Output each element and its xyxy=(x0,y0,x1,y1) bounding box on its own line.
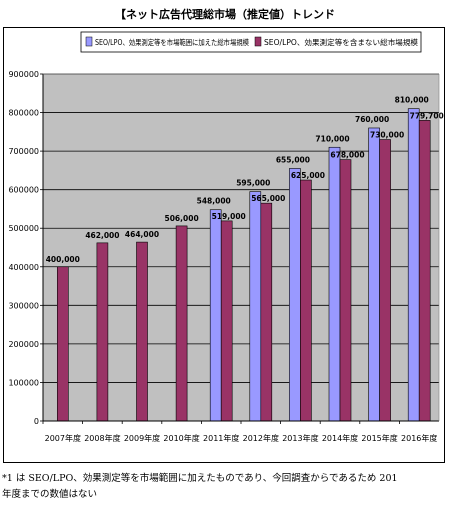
data-label: 462,000 xyxy=(85,231,119,240)
axes xyxy=(42,73,440,424)
bar-with-seo xyxy=(289,168,301,422)
bar-without-seo xyxy=(379,139,391,422)
bar-labels: 400,000 462,000 464,000 506,000 548,000 519,0… xyxy=(46,96,444,264)
x-tick-label: 2010年度 xyxy=(163,433,199,443)
data-label: 548,000 xyxy=(197,197,231,206)
bar-without-seo xyxy=(418,120,431,422)
x-tick-label: 2015年度 xyxy=(361,433,397,443)
bar-without-seo xyxy=(175,225,188,422)
bar-with-seo xyxy=(407,108,420,422)
chart-frame: 400,000 462,000 464,000 506,000 548,000 519,0… xyxy=(3,27,445,463)
data-label: 595,000 xyxy=(236,179,270,188)
data-label: 400,000 xyxy=(46,255,80,264)
chart-title: 【ネット広告代理総市場（推定値）トレンド xyxy=(115,8,335,21)
data-label: 779,700 xyxy=(410,111,444,120)
bar-with-seo xyxy=(368,127,380,422)
bar-with-seo xyxy=(328,146,341,422)
data-label: 519,000 xyxy=(212,212,246,221)
x-tick-label: 2014年度 xyxy=(322,433,358,443)
data-label: 710,000 xyxy=(315,134,349,143)
y-tick-label: 200000 xyxy=(8,340,39,349)
bar-without-seo xyxy=(136,241,148,422)
legend-swatch xyxy=(85,36,93,47)
data-label: 506,000 xyxy=(165,214,199,223)
footnote: *1 は SEO/LPO、効果測定等を市場範囲に加えたものであり、今回調査からで… xyxy=(2,471,448,503)
bar-chart: 400,000 462,000 464,000 506,000 548,000 519,0… xyxy=(8,31,444,443)
data-label: 810,000 xyxy=(395,96,429,105)
bar-without-seo xyxy=(56,266,69,422)
bar-without-seo xyxy=(339,159,352,422)
y-tick-label: 100000 xyxy=(8,378,39,387)
data-label: 625,000 xyxy=(291,171,325,180)
x-tick-label: 2012年度 xyxy=(243,433,279,443)
bars xyxy=(56,108,431,422)
data-label: 760,000 xyxy=(355,115,389,124)
x-tick-label: 2009年度 xyxy=(124,433,160,443)
footnote-line-1: *1 は SEO/LPO、効果測定等を市場範囲に加えたものであり、今回調査からで… xyxy=(2,473,398,484)
legend-swatch xyxy=(254,36,262,47)
legend-label: SEO/LPO、効果測定等を含まない総市場規模 xyxy=(264,37,418,47)
data-label: 655,000 xyxy=(276,155,310,164)
bar-without-seo xyxy=(260,202,273,422)
data-label: 565,000 xyxy=(251,194,285,203)
x-tick-label: 2008年度 xyxy=(84,433,120,443)
x-tick-label: 2007年度 xyxy=(45,433,81,443)
bar-with-seo xyxy=(249,191,262,422)
y-tick-label: 900000 xyxy=(8,70,39,79)
x-tick-label: 2016年度 xyxy=(401,433,437,443)
data-label: 464,000 xyxy=(125,230,159,239)
y-tick-label: 500000 xyxy=(8,224,39,233)
y-tick-label: 0 xyxy=(34,417,39,426)
y-tick-label: 400000 xyxy=(8,263,39,272)
y-tick-label: 300000 xyxy=(8,301,39,310)
y-tick-label: 600000 xyxy=(8,186,39,195)
y-tick-label: 700000 xyxy=(8,147,39,156)
y-tick-label: 800000 xyxy=(8,109,39,118)
data-label: 678,000 xyxy=(330,151,364,160)
legend: SEO/LPO、効果測定等を市場範囲に加えた総市場規模 SEO/LPO、効果測定等… xyxy=(80,31,422,53)
footnote-line-2: 年度までの数値はない xyxy=(2,489,98,500)
data-label: 730,000 xyxy=(370,131,404,140)
x-tick-label: 2011年度 xyxy=(203,433,239,443)
y-tick-labels: 0 100000 200000 300000 400000 500000 600000 700… xyxy=(8,70,39,426)
legend-box xyxy=(80,31,422,53)
x-tick-labels: 2007年度 2008年度 2009年度 2010年度 2011年度 2012年度 2013… xyxy=(45,433,438,443)
x-tick-label: 2013年度 xyxy=(282,433,318,443)
bar-without-seo xyxy=(220,220,233,422)
bar-without-seo xyxy=(96,242,109,422)
legend-label: SEO/LPO、効果測定等を市場範囲に加えた総市場規模 xyxy=(95,37,249,47)
bar-without-seo xyxy=(300,179,312,422)
bar-with-seo xyxy=(209,209,222,422)
